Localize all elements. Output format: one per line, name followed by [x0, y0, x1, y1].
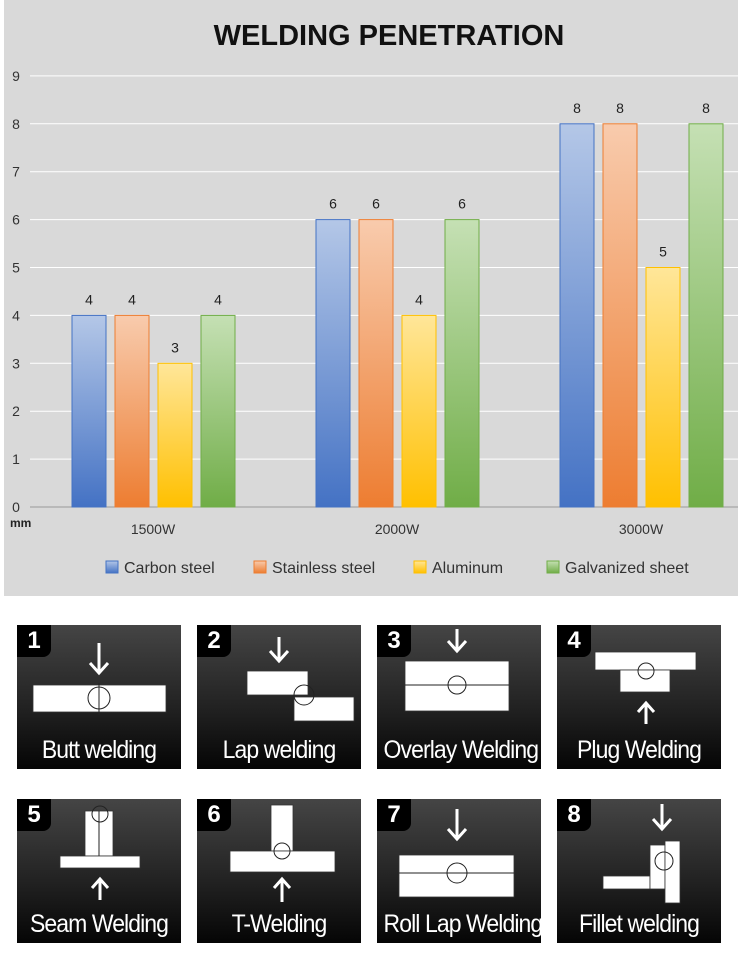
data-label: 8 [702, 100, 710, 116]
legend-label: Carbon steel [124, 560, 215, 577]
welding-type-label: Fillet welding [578, 910, 700, 938]
data-label: 4 [415, 291, 423, 307]
y-tick-label: 0 [12, 499, 20, 515]
chart-svg: WELDING PENETRATION 0 1 2 3 4 5 6 7 8 9 1500W 2000W… [10, 20, 738, 577]
data-label: 4 [214, 291, 222, 307]
welding-diagram-icon [32, 643, 167, 715]
number-badge: 7 [377, 799, 411, 831]
legend-swatch [253, 560, 267, 574]
welding-diagram-icon [398, 809, 515, 898]
data-label: 5 [659, 244, 667, 260]
welding-penetration-chart: WELDING PENETRATION 0 1 2 3 4 5 6 7 8 9 1500W 2000W… [4, 0, 738, 596]
welding-type-t-welding: 6 T-Welding [197, 799, 361, 943]
number-badge: 2 [197, 625, 231, 657]
welding-type-fillet-welding: 8 Fillet welding [557, 799, 721, 943]
number-badge: 4 [557, 625, 591, 657]
welding-type-lap-welding: 2 Lap welding [197, 625, 361, 769]
bar-galvanized-sheet [688, 123, 724, 508]
bar-aluminum [401, 314, 437, 508]
number-badge: 6 [197, 799, 231, 831]
welding-type-roll-lap-welding: 7 Roll Lap Welding [377, 799, 541, 943]
y-tick-label: 9 [12, 68, 20, 84]
y-tick-label: 7 [12, 164, 20, 180]
bar-stainless-steel [358, 219, 394, 508]
welding-type-label: Roll Lap Welding [383, 910, 541, 938]
welding-type-label: Seam Welding [29, 910, 169, 938]
data-label: 3 [171, 339, 179, 355]
welding-type-label: T-Welding [231, 910, 328, 938]
number-badge: 1 [17, 625, 51, 657]
y-tick-label: 8 [12, 116, 20, 132]
x-tick-label: 1500W [131, 521, 176, 537]
number-badge: 5 [17, 799, 51, 831]
x-tick-label: 3000W [619, 521, 664, 537]
y-tick-label: 4 [12, 307, 20, 323]
legend-label: Aluminum [432, 560, 503, 577]
welding-type-label: Overlay Welding [383, 736, 539, 764]
welding-type-label: Lap welding [222, 736, 337, 764]
data-label: 6 [372, 196, 380, 212]
data-label: 8 [573, 100, 581, 116]
bar-stainless-steel [602, 123, 638, 508]
bar-carbon-steel [559, 123, 595, 508]
legend-label: Galvanized sheet [565, 560, 689, 577]
legend-swatch [105, 560, 119, 574]
bar-carbon-steel [71, 314, 107, 508]
y-tick-label: 1 [12, 451, 20, 467]
welding-type-label: Plug Welding [576, 736, 702, 764]
welding-diagram-icon [229, 804, 336, 902]
bar-galvanized-sheet [200, 314, 236, 508]
number-badge: 3 [377, 625, 411, 657]
welding-type-label: Butt welding [41, 736, 157, 764]
bar-aluminum [645, 267, 681, 508]
data-label: 4 [128, 291, 136, 307]
legend-swatch [413, 560, 427, 574]
y-tick-label: 6 [12, 212, 20, 228]
welding-diagram-icon [59, 805, 141, 900]
number-badge: 8 [557, 799, 591, 831]
y-tick-label: 3 [12, 355, 20, 371]
data-label: 6 [329, 196, 337, 212]
welding-diagram-icon [404, 629, 510, 712]
welding-diagram-icon [594, 651, 697, 724]
welding-type-plug-welding: 4 Plug Welding [557, 625, 721, 769]
legend-swatch [546, 560, 560, 574]
y-axis-label: mm [10, 516, 31, 530]
data-label: 6 [458, 196, 466, 212]
y-tick-label: 5 [12, 260, 20, 276]
bar-stainless-steel [114, 314, 150, 508]
bar-carbon-steel [315, 219, 351, 508]
bar-aluminum [157, 362, 193, 508]
welding-diagram-icon [246, 637, 355, 722]
bar-galvanized-sheet [444, 219, 480, 508]
welding-diagram-icon [602, 804, 681, 904]
data-label: 4 [85, 291, 93, 307]
x-tick-label: 2000W [375, 521, 420, 537]
chart-title: WELDING PENETRATION [214, 20, 565, 52]
y-tick-label: 2 [12, 403, 20, 419]
welding-type-seam-welding: 5 Seam Welding [17, 799, 181, 943]
data-label: 8 [616, 100, 624, 116]
welding-type-butt-welding: 1 Butt welding [17, 625, 181, 769]
legend-label: Stainless steel [272, 560, 375, 577]
welding-type-overlay-welding: 3 Overlay Welding [377, 625, 541, 769]
